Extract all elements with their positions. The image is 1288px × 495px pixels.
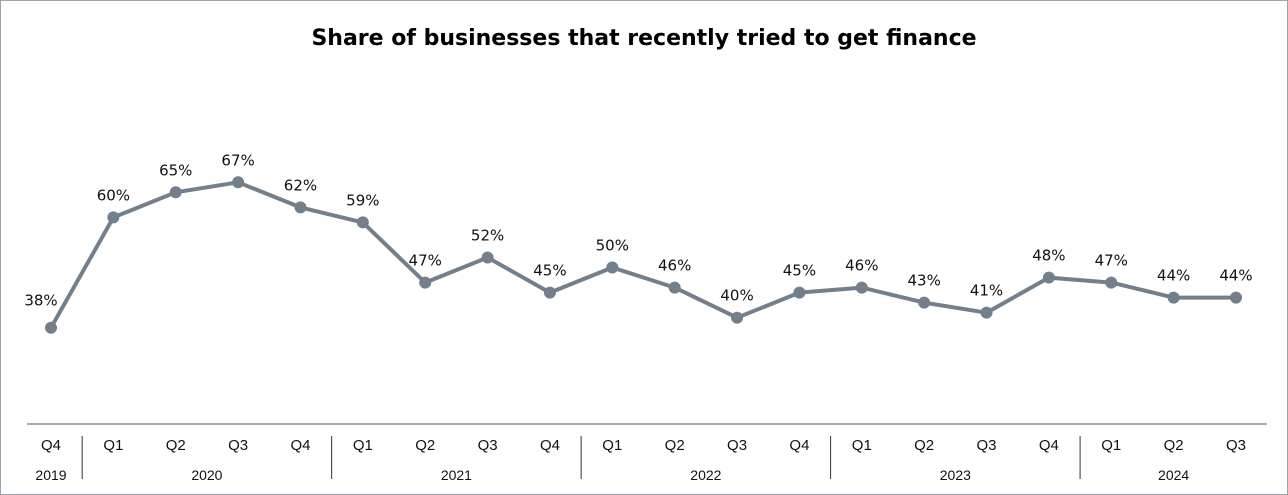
x-tick-label: Q3: [977, 437, 997, 454]
x-tick-label: Q3: [228, 437, 248, 454]
data-label: 45%: [533, 262, 566, 280]
data-point: [1230, 291, 1242, 304]
x-tick-label: Q4: [540, 437, 560, 454]
x-tick-labels: Q4 Q1 Q2 Q3 Q4 Q1 Q2 Q3 Q4 Q1 Q2 Q3 Q4 Q1 Q2 Q3 Q4 Q1 Q2 Q3: [41, 437, 1246, 454]
data-point: [606, 261, 619, 274]
data-point: [294, 201, 307, 214]
data-point: [232, 176, 245, 189]
data-label: 38%: [24, 292, 57, 310]
data-point: [356, 216, 369, 229]
year-label: 2023: [940, 467, 971, 483]
data-label: 48%: [1032, 247, 1065, 265]
data-label: 45%: [783, 262, 816, 280]
x-tick-label: Q1: [1101, 437, 1121, 454]
year-label: 2019: [35, 467, 66, 483]
data-label: 44%: [1219, 267, 1252, 285]
data-label: 50%: [596, 237, 629, 255]
data-points: [45, 176, 1242, 334]
data-point: [481, 251, 494, 264]
data-point: [45, 321, 57, 334]
data-label: 41%: [970, 282, 1003, 300]
data-label: 47%: [1095, 252, 1128, 270]
data-point: [980, 306, 993, 319]
data-label: 44%: [1157, 267, 1190, 285]
x-tick-label: Q2: [415, 437, 435, 454]
x-tick-label: Q1: [602, 437, 622, 454]
data-label: 67%: [221, 151, 254, 169]
data-point: [107, 211, 120, 224]
year-label: 2024: [1158, 467, 1189, 483]
year-separators: [81, 436, 1081, 479]
data-point: [419, 276, 432, 289]
data-label: 47%: [409, 252, 442, 270]
data-point: [731, 311, 744, 324]
year-label: 2020: [191, 467, 222, 483]
x-tick-label: Q2: [1164, 437, 1184, 454]
data-label: 46%: [658, 257, 691, 275]
data-point: [668, 281, 681, 294]
year-labels: 2019 2020 2021 2022 2023 2024: [35, 467, 1189, 483]
x-tick-label: Q2: [166, 437, 186, 454]
data-point: [543, 286, 556, 299]
x-tick-label: Q4: [290, 437, 310, 454]
x-tick-label: Q3: [727, 437, 747, 454]
x-tick-label: Q1: [103, 437, 123, 454]
data-point: [855, 281, 868, 294]
data-label: 46%: [845, 257, 878, 275]
data-point: [1105, 276, 1118, 289]
chart-title: Share of businesses that recently tried …: [311, 26, 977, 51]
x-tick-label: Q2: [914, 437, 934, 454]
x-tick-label: Q4: [1039, 437, 1059, 454]
x-tick-label: Q3: [1226, 437, 1246, 454]
x-tick-label: Q2: [665, 437, 685, 454]
data-point: [1167, 291, 1180, 304]
data-label: 62%: [284, 176, 317, 194]
data-point: [918, 296, 931, 309]
x-tick-label: Q1: [353, 437, 373, 454]
data-point: [1042, 271, 1055, 284]
data-label: 65%: [159, 161, 192, 179]
x-tick-label: Q4: [789, 437, 809, 454]
data-label: 60%: [97, 186, 130, 204]
data-point: [793, 286, 806, 299]
year-label: 2022: [690, 467, 721, 483]
year-label: 2021: [441, 467, 472, 483]
data-label: 40%: [720, 287, 753, 305]
data-point: [169, 186, 182, 199]
x-tick-label: Q1: [852, 437, 872, 454]
data-label: 52%: [471, 227, 504, 245]
series-line: [49, 180, 1236, 329]
data-label: 43%: [907, 272, 940, 290]
data-label: 59%: [346, 191, 379, 209]
x-tick-label: Q4: [41, 437, 61, 454]
data-labels: 38% 60% 65% 67% 62% 59% 47% 52% 45% 50% 46% 40% 45% 4…: [24, 151, 1252, 309]
x-tick-label: Q3: [478, 437, 498, 454]
